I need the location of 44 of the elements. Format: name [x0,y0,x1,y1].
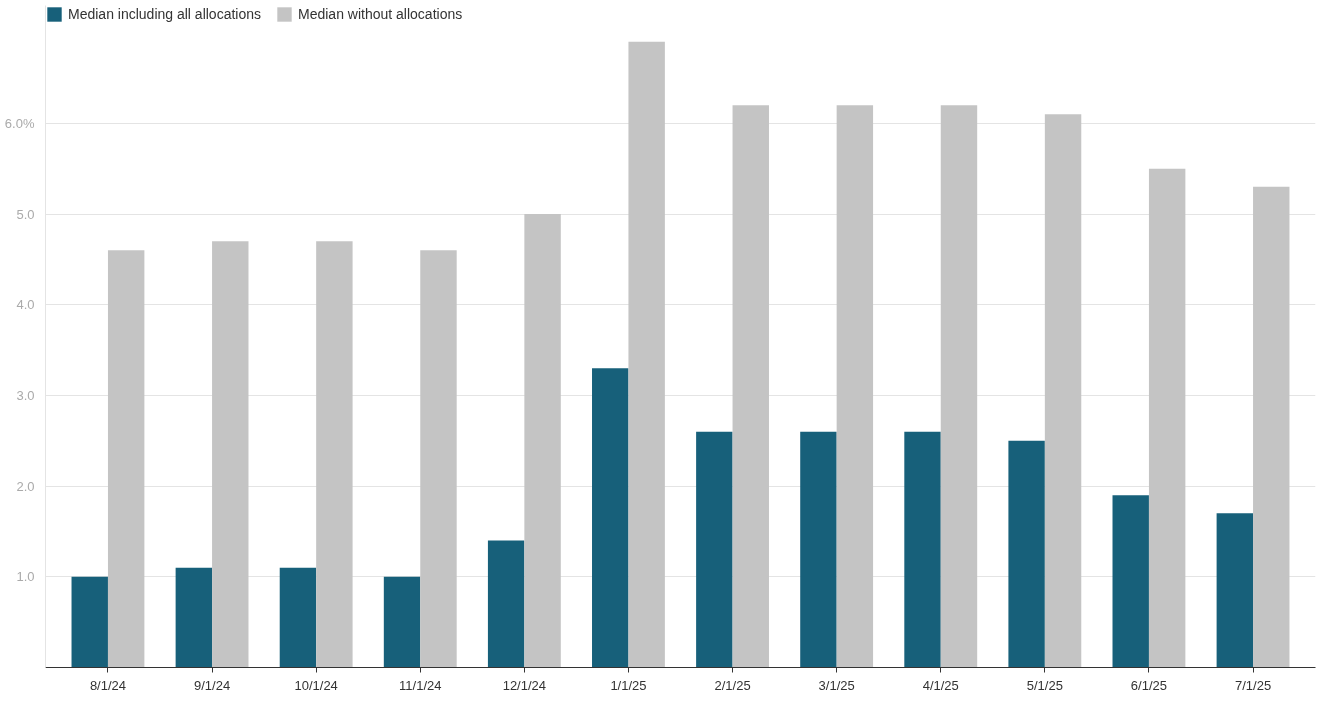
bar [904,431,941,668]
bar [628,41,665,668]
bar [175,567,213,668]
bar [1008,440,1045,668]
bar [1148,168,1186,668]
bar [420,250,457,668]
x-tick-label: 1/1/25 [610,677,647,693]
bar [1112,495,1149,668]
bar [107,250,145,668]
x-tick-label: 7/1/25 [1234,677,1272,693]
bar [732,105,769,668]
bar [1216,513,1254,668]
bar [316,241,353,668]
bar [1253,186,1290,668]
y-tick-label: 6.0% [4,115,35,131]
legend-label: Median without allocations [298,6,463,22]
x-tick-label: 2/1/25 [714,677,751,693]
x-tick-label: 6/1/25 [1130,677,1168,693]
bar [383,576,421,668]
bar [592,368,629,668]
bar [696,431,733,668]
x-tick-label: 10/1/24 [294,677,338,693]
bar [1044,114,1082,668]
bar [800,431,837,668]
x-tick-label: 4/1/25 [922,677,959,693]
x-tick-label: 11/1/24 [399,677,442,693]
bar [279,567,317,668]
y-tick-label: 1.0 [16,569,35,585]
legend-label: Median including all allocations [68,6,262,22]
x-tick-label: 9/1/24 [193,677,231,693]
y-tick-label: 5.0 [16,206,35,222]
y-tick-label: 3.0 [16,387,35,403]
bar [212,241,249,668]
bar [71,576,108,668]
bar [487,540,525,668]
x-tick-label: 8/1/24 [89,677,127,693]
x-tick-label: 12/1/24 [502,677,547,693]
x-tick-label: 5/1/25 [1026,677,1063,693]
y-tick-label: 2.0 [16,478,35,494]
x-tick-label: 3/1/25 [818,677,855,693]
bar [836,105,874,668]
bar [524,214,561,668]
bar [940,105,978,668]
y-tick-label: 4.0 [16,297,35,313]
